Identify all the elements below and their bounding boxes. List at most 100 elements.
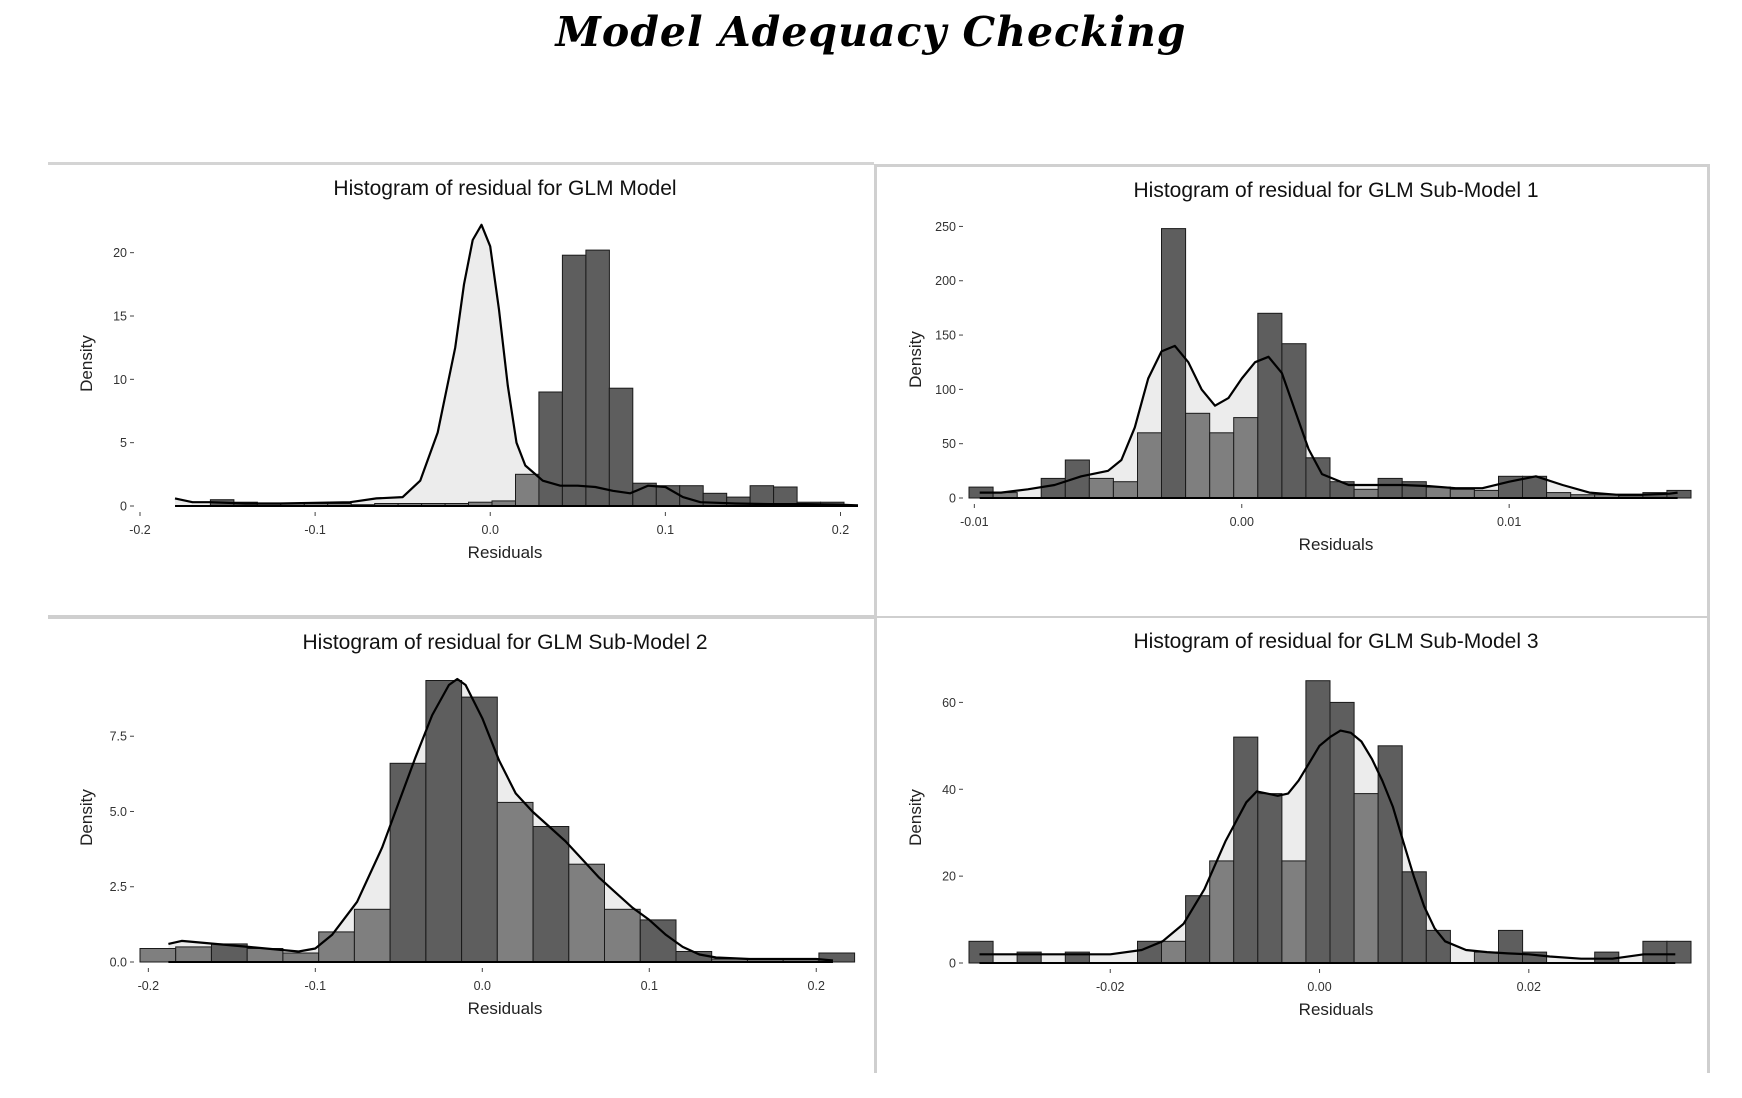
histogram-bar xyxy=(425,680,463,963)
histogram-bar xyxy=(1425,486,1451,499)
histogram-bar xyxy=(1257,312,1283,499)
histogram-bar xyxy=(561,254,587,507)
page-title: Model Adequacy Checking xyxy=(555,8,1187,56)
y-tick-label: 20 xyxy=(113,246,127,260)
y-tick-label: 40 xyxy=(942,783,956,797)
y-tick-label: 7.5 xyxy=(110,730,127,744)
chart-title: Histogram of residual for GLM Sub-Model … xyxy=(1134,630,1539,653)
histogram-bar xyxy=(139,948,177,963)
histogram-bar xyxy=(1666,940,1692,964)
histogram-bar xyxy=(1642,940,1668,964)
histogram-bar xyxy=(1233,736,1259,964)
histogram-bar xyxy=(1064,459,1090,499)
chart-panel-glm-sub-model-3: -0.02 0.00 0.02 0 20 40 60 Histogram of residua… xyxy=(874,618,1710,1073)
histogram-bar xyxy=(1377,477,1403,499)
chart-panel-glm-sub-model-2: -0.2 -0.1 0.0 0.1 0.2 0.0 2.5 5.0 7.5 Histogram o… xyxy=(48,615,874,1070)
x-tick-label: -0.2 xyxy=(129,523,151,537)
histogram-glm-sub-model-1: -0.01 0.00 0.01 0 50 100 150 200 250 Histogram of… xyxy=(906,179,1692,554)
x-tick-label: -0.01 xyxy=(960,515,989,529)
histogram-bar xyxy=(282,952,320,963)
histogram-bar xyxy=(1353,793,1379,964)
y-tick-label: 200 xyxy=(935,274,956,288)
x-axis-title: Residuals xyxy=(468,999,543,1018)
histogram-bar xyxy=(1112,481,1138,499)
x-axis-title: Residuals xyxy=(1299,535,1374,554)
histogram-bar xyxy=(1305,457,1331,499)
histogram-bar xyxy=(496,801,534,963)
y-tick-label: 0.0 xyxy=(110,956,127,970)
density-area xyxy=(175,224,858,507)
histogram-bar xyxy=(1281,343,1307,499)
y-axis-title: Density xyxy=(906,331,925,388)
histogram-bar xyxy=(1353,488,1379,499)
histogram-bar xyxy=(1257,793,1283,964)
y-axis-title: Density xyxy=(77,335,96,392)
histogram-bar xyxy=(1040,477,1066,499)
x-tick-label: 0.00 xyxy=(1307,980,1331,994)
density-curve xyxy=(168,677,834,962)
histogram-bar xyxy=(1498,929,1524,964)
y-tick-label: 250 xyxy=(935,220,956,234)
y-tick-label: 50 xyxy=(942,437,956,451)
histogram-bar xyxy=(389,762,427,963)
histogram-bar xyxy=(604,908,641,963)
y-tick-label: 0 xyxy=(120,500,127,514)
x-tick-label: 0.0 xyxy=(482,523,499,537)
histogram-bar xyxy=(608,387,634,507)
density-curve xyxy=(979,729,1676,960)
histogram-bar xyxy=(1449,488,1475,499)
histogram-bar xyxy=(1329,701,1355,964)
histogram-bar xyxy=(1473,951,1500,964)
histogram-bar xyxy=(1137,432,1163,499)
x-tick-label: 0.02 xyxy=(1517,980,1541,994)
histogram-bar xyxy=(175,946,212,963)
x-tick-label: -0.1 xyxy=(304,523,326,537)
histogram-bar xyxy=(1305,680,1331,964)
histogram-bar xyxy=(353,908,391,963)
chart-title: Histogram of residual for GLM Model xyxy=(333,177,676,200)
x-tick-label: 0.1 xyxy=(641,979,658,993)
y-tick-label: 60 xyxy=(942,696,956,710)
histogram-bar xyxy=(532,826,570,963)
histogram-bar xyxy=(1281,860,1307,964)
histogram-bar xyxy=(515,473,540,507)
x-axis-title: Residuals xyxy=(1299,1000,1374,1019)
y-axis-title: Density xyxy=(906,789,925,846)
chart-title: Histogram of residual for GLM Sub-Model … xyxy=(1134,179,1539,202)
histogram-bar xyxy=(1401,871,1427,964)
y-tick-label: 0 xyxy=(949,957,956,971)
density-curve xyxy=(979,344,1678,496)
histogram-bar xyxy=(1088,477,1114,499)
y-tick-label: 20 xyxy=(942,870,956,884)
chart-panel-glm-sub-model-1: -0.01 0.00 0.01 0 50 100 150 200 250 Histogram of… xyxy=(874,164,1710,619)
histogram-bar xyxy=(1209,432,1235,499)
x-tick-label: -0.1 xyxy=(305,979,327,993)
chart-title: Histogram of residual for GLM Sub-Model … xyxy=(303,631,708,654)
histogram-bar xyxy=(968,940,994,964)
histogram-bar xyxy=(1425,929,1451,964)
histogram-bar xyxy=(538,391,563,507)
x-tick-label: 0.1 xyxy=(657,523,674,537)
histogram-bar xyxy=(1161,940,1187,964)
y-tick-label: 5 xyxy=(120,436,127,450)
histogram-bar xyxy=(1233,417,1259,499)
histogram-bar xyxy=(1185,412,1211,499)
density-curve xyxy=(174,223,859,507)
x-tick-label: 0.2 xyxy=(808,979,825,993)
histogram-bar xyxy=(1137,940,1163,964)
histogram-glm-sub-model-3: -0.02 0.00 0.02 0 20 40 60 Histogram of residua… xyxy=(906,630,1692,1019)
histogram-bar xyxy=(1161,228,1187,499)
x-tick-label: 0.0 xyxy=(474,979,491,993)
histogram-glm-model: -0.2 -0.1 0.0 0.1 0.2 0 5 10 15 20 Histogram of re… xyxy=(77,177,859,562)
y-tick-label: 10 xyxy=(113,373,127,387)
histogram-bar xyxy=(585,249,610,507)
y-tick-label: 2.5 xyxy=(110,880,127,894)
histogram-bar xyxy=(568,863,605,963)
y-tick-label: 5.0 xyxy=(110,805,127,819)
x-axis-title: Residuals xyxy=(468,543,543,562)
histogram-bar xyxy=(1473,489,1500,499)
x-tick-label: 0.2 xyxy=(832,523,849,537)
histogram-bar xyxy=(818,952,856,963)
y-axis-title: Density xyxy=(77,789,96,846)
chart-panel-glm-model: -0.2 -0.1 0.0 0.1 0.2 0 5 10 15 20 Histogram of re… xyxy=(48,162,874,615)
